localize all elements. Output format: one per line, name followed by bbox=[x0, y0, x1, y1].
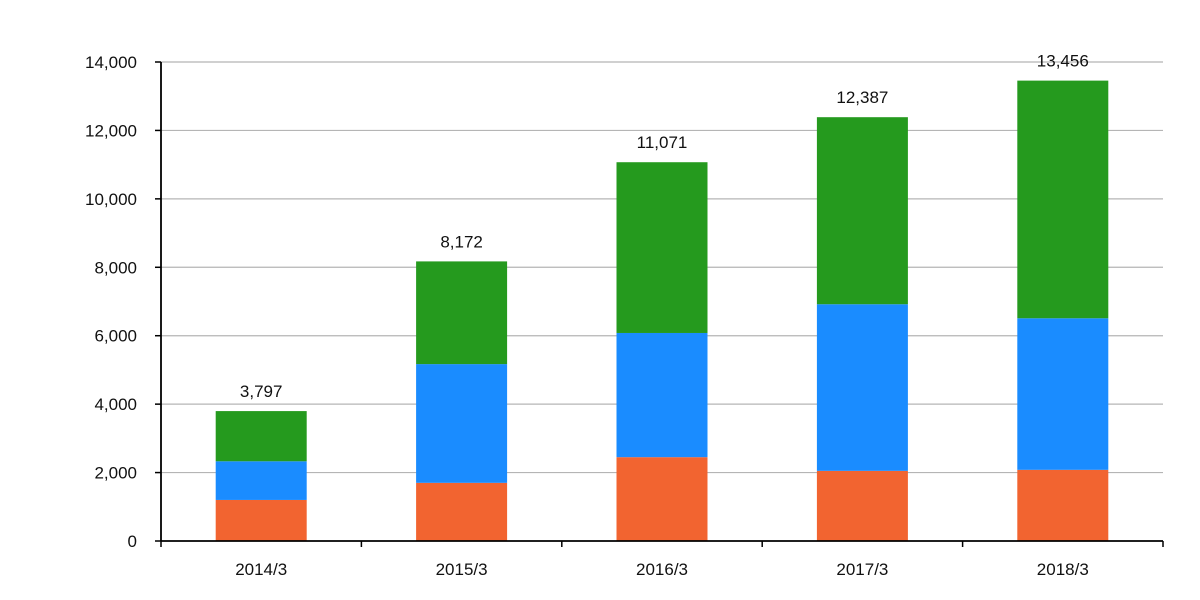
bar-segment-2 bbox=[215, 461, 307, 500]
bar-segment-1 bbox=[816, 470, 908, 541]
bar-segment-2 bbox=[416, 364, 508, 483]
y-tick-label: 8,000 bbox=[94, 258, 137, 277]
y-tick-label: 12,000 bbox=[85, 121, 137, 140]
bar-total-label: 3,797 bbox=[240, 382, 283, 401]
bar-segment-2 bbox=[816, 304, 908, 471]
x-tick-label: 2015/3 bbox=[436, 560, 488, 579]
bar-segment-3 bbox=[816, 117, 908, 305]
y-tick-label: 6,000 bbox=[94, 327, 137, 346]
y-tick-label: 10,000 bbox=[85, 190, 137, 209]
bar-segment-1 bbox=[215, 499, 307, 541]
bar-total-label: 8,172 bbox=[440, 232, 483, 251]
y-tick-label: 2,000 bbox=[94, 464, 137, 483]
bar-segment-1 bbox=[1017, 469, 1109, 541]
bar-segment-1 bbox=[616, 457, 708, 541]
bar-segment-3 bbox=[1017, 80, 1109, 319]
bars bbox=[215, 80, 1109, 541]
y-tick-label: 0 bbox=[128, 532, 137, 551]
bar-segment-1 bbox=[416, 482, 508, 541]
bar-total-label: 12,387 bbox=[836, 88, 888, 107]
x-tick-label: 2018/3 bbox=[1037, 560, 1089, 579]
bar-segment-2 bbox=[1017, 318, 1109, 470]
bar-segment-3 bbox=[416, 261, 508, 365]
y-tick-label: 14,000 bbox=[85, 53, 137, 72]
bar-total-label: 13,456 bbox=[1037, 52, 1089, 71]
labels: 0 2,000 4,000 6,000 8,000 10,000 12,000 14,000 3… bbox=[85, 52, 1089, 579]
bar-segment-2 bbox=[616, 332, 708, 458]
bar-total-label: 11,071 bbox=[637, 133, 688, 152]
axes bbox=[155, 61, 1164, 547]
x-tick-label: 2017/3 bbox=[836, 560, 888, 579]
x-tick-label: 2014/3 bbox=[235, 560, 287, 579]
y-tick-label: 4,000 bbox=[94, 395, 137, 414]
bar-segment-3 bbox=[616, 162, 708, 333]
x-tick-label: 2016/3 bbox=[636, 560, 688, 579]
bar-segment-3 bbox=[215, 411, 307, 462]
